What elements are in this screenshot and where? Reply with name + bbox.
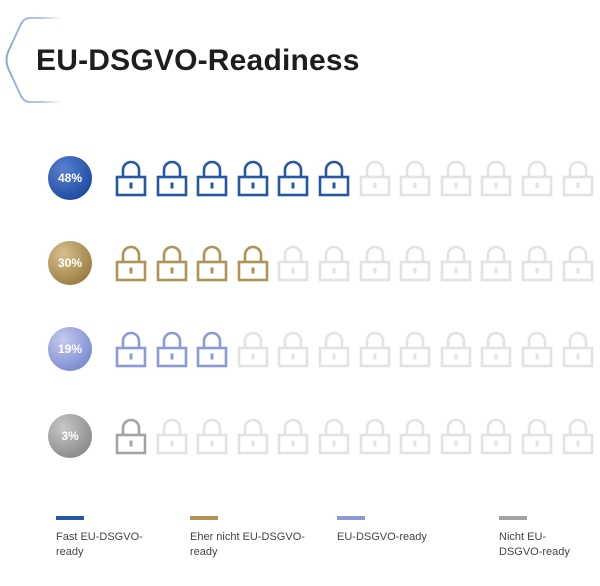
percentage-badge: 48% xyxy=(48,156,92,200)
lock-icon-empty xyxy=(237,331,269,368)
lock-icon-filled xyxy=(156,160,187,197)
pictogram-row: 30% xyxy=(0,233,600,293)
legend-item: Fast EU-DSGVO-ready xyxy=(56,516,176,560)
lock-icon-empty xyxy=(481,245,512,282)
legend-swatch xyxy=(190,516,218,520)
lock-icon-empty xyxy=(562,160,593,197)
lock-icon-empty xyxy=(562,331,593,368)
lock-icon-empty xyxy=(318,331,350,368)
lock-icon-empty xyxy=(278,418,309,455)
lock-icon-empty xyxy=(359,418,390,455)
lock-icon-filled xyxy=(115,245,147,282)
lock-icon-filled xyxy=(196,160,228,197)
lock-icon-empty xyxy=(521,418,553,455)
lock-icon-empty xyxy=(481,160,512,197)
lock-icon-empty xyxy=(440,160,472,197)
lock-icon-empty xyxy=(318,245,350,282)
lock-icon-filled xyxy=(115,418,147,455)
legend: Fast EU-DSGVO-ready Eher nicht EU-DSGVO-r… xyxy=(0,516,600,576)
lock-icon-empty xyxy=(562,418,593,455)
lock-icon-empty xyxy=(237,418,269,455)
legend-label: ready xyxy=(56,546,84,558)
legend-swatch xyxy=(56,516,84,520)
legend-label: DSGVO-ready xyxy=(499,546,570,558)
lock-icon-empty xyxy=(399,160,431,197)
lock-icon-empty xyxy=(278,331,309,368)
lock-icon-empty xyxy=(196,418,228,455)
lock-icon-filled xyxy=(237,160,269,197)
lock-icon-filled xyxy=(318,160,350,197)
legend-label: Eher nicht EU-DSGVO- xyxy=(190,531,305,543)
lock-icon-filled xyxy=(278,160,309,197)
lock-icon-empty xyxy=(562,245,593,282)
legend-label: EU-DSGVO-ready xyxy=(337,531,427,543)
lock-icon-filled xyxy=(196,245,228,282)
lock-icon-empty xyxy=(440,418,472,455)
lock-icon-empty xyxy=(481,331,512,368)
legend-label: Fast EU-DSGVO- xyxy=(56,531,143,543)
pictogram-row: 48% xyxy=(0,148,600,208)
lock-icon-empty xyxy=(399,418,431,455)
lock-icon-filled xyxy=(115,331,147,368)
lock-icon-empty xyxy=(399,245,431,282)
percentage-badge: 3% xyxy=(48,414,92,458)
lock-icon-empty xyxy=(359,245,390,282)
legend-item: Nicht EU- DSGVO-ready xyxy=(499,516,600,560)
percentage-badge: 19% xyxy=(48,327,92,371)
lock-icon-empty xyxy=(521,331,553,368)
legend-swatch xyxy=(337,516,365,520)
legend-item: Eher nicht EU-DSGVO-ready xyxy=(190,516,310,560)
lock-icon-empty xyxy=(359,331,390,368)
lock-icon-empty xyxy=(399,331,431,368)
lock-icon-empty xyxy=(521,245,553,282)
pictogram-row: 3% xyxy=(0,406,600,466)
lock-icon-filled xyxy=(196,331,228,368)
lock-icon-empty xyxy=(440,245,472,282)
lock-icon-empty xyxy=(278,245,309,282)
lock-icon-empty xyxy=(359,160,390,197)
lock-icon-empty xyxy=(521,160,553,197)
legend-label: Nicht EU- xyxy=(499,531,547,543)
lock-icon-empty xyxy=(440,331,472,368)
lock-icon-empty xyxy=(318,418,350,455)
pictogram-row: 19% xyxy=(0,319,600,379)
lock-icon-empty xyxy=(156,418,187,455)
legend-item: EU-DSGVO-ready xyxy=(337,516,457,545)
chart-title: EU-DSGVO-Readiness xyxy=(36,44,360,77)
lock-icon-empty xyxy=(481,418,512,455)
lock-icon-filled xyxy=(156,245,187,282)
legend-label: ready xyxy=(190,546,218,558)
percentage-badge: 30% xyxy=(48,241,92,285)
lock-icon-filled xyxy=(156,331,187,368)
lock-icon-filled xyxy=(115,160,147,197)
lock-icon-filled xyxy=(237,245,269,282)
legend-swatch xyxy=(499,516,527,520)
